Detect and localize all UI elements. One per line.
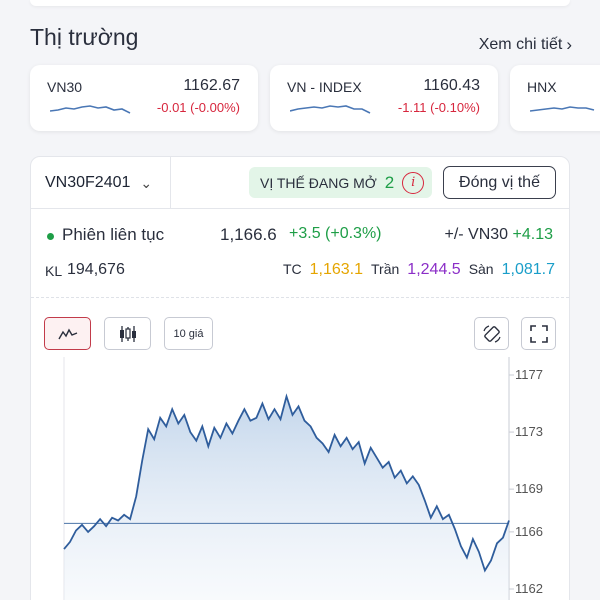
open-positions-badge[interactable]: VỊ THẾ ĐANG MỞ 2 i <box>249 167 433 198</box>
candlestick-icon <box>119 325 136 342</box>
price-chart[interactable]: 1177 1173 1169 1166 1162 <box>31 357 569 600</box>
market-card-vn30[interactable]: VN30 1162.67 -0.01 (-0.00%) <box>30 65 258 131</box>
price-line <box>63 393 510 573</box>
section-title: Thị trường <box>30 24 139 50</box>
market-card-change: -0.01 (-0.00%) <box>156 100 240 115</box>
price-chart-svg: 1177 1173 1169 1166 1162 <box>63 357 543 600</box>
panel-header: VN30F2401 ⌄ VỊ THẾ ĐANG MỞ 2 i Đóng vị t… <box>31 157 569 209</box>
divider <box>31 297 569 298</box>
y-axis-tick-label: 1166 <box>515 524 543 539</box>
sparkline <box>50 105 131 114</box>
floor-value: 1,081.7 <box>501 261 555 278</box>
basis-label: +/- VN30 <box>444 226 509 243</box>
open-positions-label: VỊ THẾ ĐANG MỞ <box>260 174 377 191</box>
ten-price-button[interactable]: 10 giá <box>164 317 213 350</box>
sparkline <box>530 106 595 112</box>
candlestick-button[interactable] <box>104 317 151 350</box>
market-card-name: VN - INDEX <box>287 79 362 95</box>
session-status-dot <box>47 233 54 240</box>
basis-vs-vn30: +/- VN30 +4.13 <box>444 226 553 244</box>
futures-panel: VN30F2401 ⌄ VỊ THẾ ĐANG MỞ 2 i Đóng vị t… <box>30 156 570 600</box>
previous-card-edge <box>30 0 570 6</box>
sparkline <box>290 105 371 114</box>
market-card-change: -1.11 (-0.10%) <box>397 100 480 115</box>
contract-selector[interactable]: VN30F2401 ⌄ <box>31 157 171 209</box>
close-position-button[interactable]: Đóng vị thế <box>443 166 556 199</box>
price-limits: TC 1,163.1 Trần 1,244.5 Sàn 1,081.7 <box>283 261 555 279</box>
market-card-vnindex[interactable]: VN - INDEX 1160.43 -1.11 (-0.10%) <box>270 65 498 131</box>
y-axis-tick-label: 1177 <box>515 367 543 382</box>
price-area <box>64 396 509 600</box>
ceiling-value: 1,244.5 <box>407 261 461 278</box>
floor-label: Sàn <box>468 261 494 277</box>
see-more-link[interactable]: Xem chi tiết › <box>479 35 572 55</box>
rotate-screen-icon <box>482 324 501 343</box>
info-icon[interactable]: i <box>402 171 425 194</box>
market-card-value: 1160.43 <box>423 77 480 94</box>
reference-label: TC <box>282 261 302 277</box>
see-more-label: Xem chi tiết <box>478 36 563 53</box>
rotate-screen-button[interactable] <box>474 317 509 350</box>
market-card-value: 1162.67 <box>183 77 240 94</box>
session-label: Phiên liên tục <box>62 225 165 244</box>
open-positions-count: 2 <box>384 172 395 192</box>
basis-value: +4.13 <box>512 226 553 243</box>
y-axis-tick-label: 1169 <box>515 481 543 496</box>
fullscreen-icon <box>529 324 548 343</box>
market-card-name: HNX <box>527 79 557 95</box>
chevron-right-icon: › <box>566 35 572 54</box>
volume-label: KL <box>45 263 63 279</box>
market-card-hnx[interactable]: HNX <box>510 65 600 131</box>
stats-row: KL 194,676 TC 1,163.1 Trần 1,244.5 Sàn 1… <box>31 261 569 283</box>
market-card-name: VN30 <box>47 79 83 95</box>
price-change: +3.5 (+0.3%) <box>289 225 382 242</box>
fullscreen-button[interactable] <box>521 317 556 350</box>
contract-code: VN30F2401 <box>45 174 131 191</box>
price-row: Phiên liên tục 1,166.6 +3.5 (+0.3%) +/- … <box>31 225 569 249</box>
ceiling-label: Trần <box>371 261 400 277</box>
ten-price-label: 10 giá <box>173 327 204 340</box>
line-chart-icon <box>57 328 77 339</box>
reference-value: 1,163.1 <box>309 261 364 278</box>
chevron-down-icon: ⌄ <box>140 174 153 191</box>
volume-value: 194,676 <box>67 261 125 278</box>
last-price: 1,166.6 <box>220 225 277 244</box>
line-chart-button[interactable] <box>44 317 91 350</box>
y-axis-tick-label: 1162 <box>515 581 543 596</box>
y-axis-tick-label: 1173 <box>515 424 543 439</box>
